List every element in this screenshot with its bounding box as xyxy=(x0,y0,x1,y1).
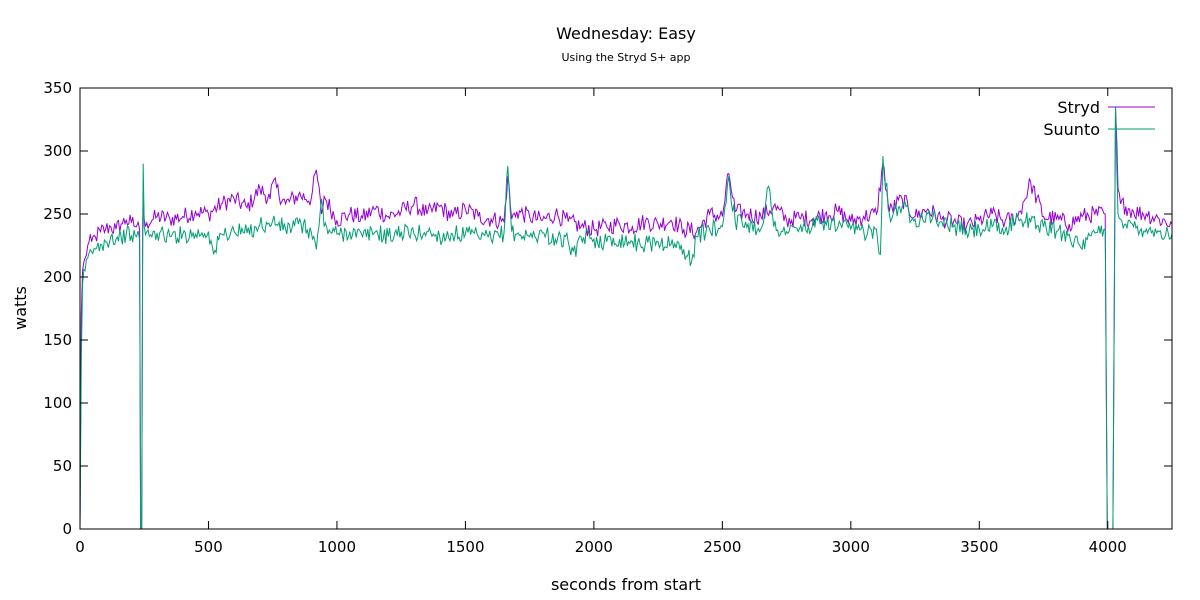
y-tick-label: 250 xyxy=(43,205,72,223)
y-tick-label: 200 xyxy=(43,268,72,286)
y-tick-label: 150 xyxy=(43,331,72,349)
chart-title: Wednesday: Easy xyxy=(556,24,696,43)
x-tick-label: 1000 xyxy=(318,538,356,556)
x-tick-label: 0 xyxy=(75,538,85,556)
ticks-layer: 0 500 1000 1500 2000 2500 3000 3500 4000 0 50 100 15… xyxy=(43,79,1172,556)
y-tick-label: 0 xyxy=(62,520,72,538)
x-tick-label: 1500 xyxy=(446,538,484,556)
series-line-stryd xyxy=(79,106,1173,530)
y-tick-label: 100 xyxy=(43,394,72,412)
x-tick-label: 3500 xyxy=(960,538,998,556)
x-tick-label: 2000 xyxy=(575,538,613,556)
y-tick-label: 50 xyxy=(53,457,72,475)
x-tick-label: 4000 xyxy=(1089,538,1127,556)
x-axis-label: seconds from start xyxy=(551,575,701,594)
legend-label-stryd: Stryd xyxy=(1057,98,1100,117)
series-line-suunto xyxy=(79,106,1173,530)
legend: Stryd Suunto xyxy=(1043,98,1155,139)
legend-label-suunto: Suunto xyxy=(1043,120,1100,139)
y-tick-label: 350 xyxy=(43,79,72,97)
series-layer xyxy=(79,106,1173,530)
x-tick-label: 2500 xyxy=(703,538,741,556)
y-axis-label: watts xyxy=(11,286,30,330)
x-tick-label: 500 xyxy=(194,538,223,556)
chart-subtitle: Using the Stryd S+ app xyxy=(561,51,690,64)
plot-frame xyxy=(79,87,1173,530)
y-tick-label: 300 xyxy=(43,142,72,160)
x-tick-label: 3000 xyxy=(832,538,870,556)
